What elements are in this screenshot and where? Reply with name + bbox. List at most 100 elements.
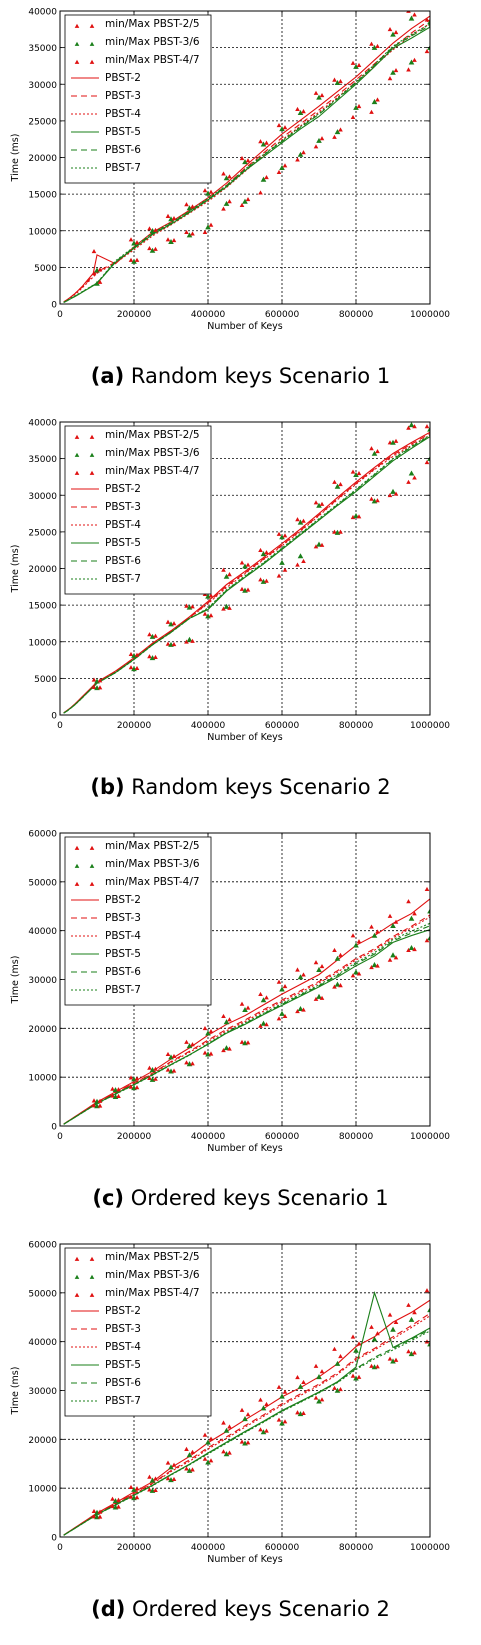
minmax-marker-max [168, 1464, 174, 1470]
minmax-marker-min [202, 229, 208, 235]
minmax-marker-max [295, 517, 300, 522]
minmax-marker-min [171, 642, 177, 647]
minmax-marker-min [223, 1451, 230, 1457]
chart-ordered-scenario-1: 0 200000 400000 600000 800000 1000000 0 10000 20… [10, 830, 450, 1155]
minmax-marker-max [313, 960, 319, 965]
legend-label: PBST-3 [105, 501, 141, 513]
minmax-marker-min [165, 237, 171, 242]
x-tick-label: 1000000 [410, 721, 450, 731]
x-tick-label: 800000 [339, 721, 374, 731]
minmax-marker-max [190, 1042, 195, 1047]
y-axis-label: Time (ms) [10, 1367, 21, 1416]
minmax-marker-max [332, 947, 337, 953]
minmax-marker-max [223, 175, 230, 181]
minmax-marker-max [184, 1039, 189, 1044]
chart-panel-random-scenario-2: 0 200000 400000 600000 800000 1000000 0 5000 100… [0, 411, 481, 822]
y-tick-label: 5000 [34, 264, 57, 274]
minmax-marker-max [208, 189, 214, 194]
minmax-marker-min [184, 639, 189, 644]
minmax-marker-min [369, 496, 374, 501]
minmax-marker-max [264, 140, 269, 145]
minmax-marker-min [282, 163, 288, 168]
minmax-marker-max [319, 964, 325, 969]
minmax-marker-min [350, 1373, 356, 1378]
minmax-marker-max [165, 1051, 171, 1057]
minmax-marker-min [116, 1093, 121, 1099]
legend-marker [74, 863, 80, 868]
x-tick-label: 400000 [191, 721, 226, 731]
minmax-marker-max [387, 1312, 393, 1317]
minmax-marker-min [147, 1075, 152, 1080]
minmax-marker-min [239, 586, 245, 591]
minmax-marker-max [431, 1298, 436, 1302]
legend-label: min/Max PBST-4/7 [105, 54, 200, 66]
caption-ordered-scenario-2: (d) Ordered keys Scenario 2 [0, 1597, 481, 1621]
minmax-marker-max [260, 1405, 267, 1411]
minmax-marker-min [110, 1093, 115, 1098]
minmax-marker-min [258, 190, 263, 195]
y-tick-label: 0 [51, 1534, 57, 1544]
minmax-marker-min [184, 1060, 189, 1065]
minmax-marker-max [260, 997, 267, 1003]
plot-area [63, 422, 430, 714]
minmax-marker-min [258, 577, 263, 582]
minmax-marker-min [245, 1440, 251, 1445]
minmax-marker-max [153, 227, 158, 232]
minmax-marker-min [313, 996, 319, 1001]
minmax-marker-min [134, 1085, 140, 1090]
legend-label: min/Max PBST-4/7 [105, 465, 200, 477]
minmax-marker-min [153, 1487, 158, 1492]
minmax-marker-min [282, 1013, 288, 1018]
minmax-marker-max [208, 1028, 214, 1034]
minmax-marker-max [147, 1065, 152, 1070]
minmax-marker-max [184, 1446, 189, 1451]
caption-text: Ordered keys Scenario 1 [130, 1186, 389, 1210]
minmax-marker-min [258, 1023, 263, 1028]
minmax-marker-max [153, 633, 158, 638]
minmax-marker-max [147, 1474, 152, 1479]
minmax-marker-max [205, 1439, 211, 1445]
minmax-marker-max [149, 1477, 156, 1483]
minmax-marker-max [424, 1288, 430, 1293]
x-tick-label: 200000 [117, 721, 152, 731]
minmax-marker-min [171, 1068, 177, 1073]
minmax-marker-min [334, 1387, 341, 1393]
y-tick-label: 10000 [28, 638, 57, 648]
legend-marker [74, 41, 80, 46]
minmax-marker-min [227, 199, 232, 204]
minmax-marker-max [190, 1449, 195, 1454]
series-line-pbst-7 [63, 23, 430, 303]
minmax-marker-max [412, 911, 417, 916]
minmax-marker-min [390, 952, 396, 958]
minmax-marker-min [186, 1467, 193, 1473]
minmax-marker-max [190, 604, 195, 609]
series-line-pbst-4 [63, 1315, 430, 1536]
minmax-marker-min [190, 1061, 195, 1066]
minmax-marker-max [387, 913, 393, 918]
minmax-marker-min [221, 606, 226, 611]
minmax-marker-min [279, 559, 285, 565]
minmax-marker-min [350, 114, 356, 120]
minmax-marker-min [245, 196, 251, 202]
minmax-marker-min [353, 1375, 359, 1381]
minmax-marker-min [295, 562, 300, 567]
minmax-marker-max [258, 139, 263, 144]
legend-label: PBST-3 [105, 90, 141, 102]
minmax-marker-max [276, 122, 282, 128]
minmax-marker-min [128, 665, 134, 670]
minmax-marker-min [168, 238, 174, 244]
minmax-marker-max [408, 1316, 415, 1322]
minmax-marker-min [97, 279, 103, 284]
minmax-marker-max [264, 550, 269, 555]
minmax-marker-max [239, 560, 245, 565]
legend-label: PBST-3 [105, 912, 141, 924]
caption-text: Random keys Scenario 2 [131, 775, 391, 799]
minmax-marker-max [245, 158, 251, 163]
minmax-marker-min [276, 169, 282, 174]
minmax-marker-min [153, 246, 158, 251]
x-axis-label: Number of Keys [207, 1143, 283, 1154]
y-tick-label: 20000 [28, 1436, 57, 1446]
legend-marker [89, 452, 95, 457]
minmax-marker-max [334, 955, 341, 961]
minmax-marker-max [350, 469, 356, 474]
